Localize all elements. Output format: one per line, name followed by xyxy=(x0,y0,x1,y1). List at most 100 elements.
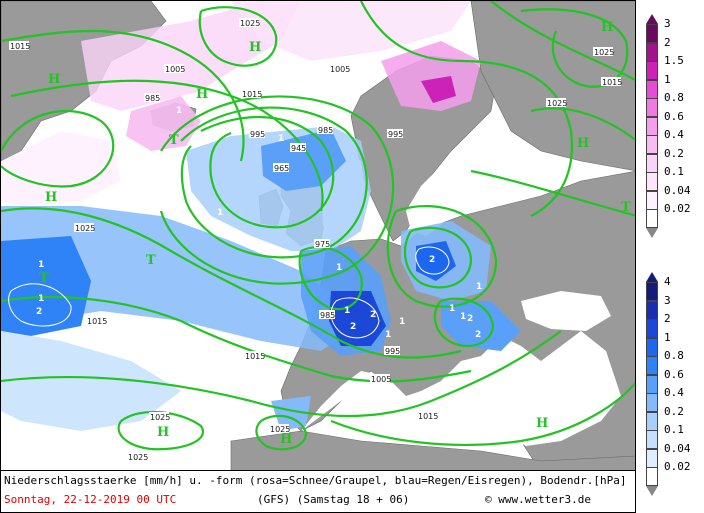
scale-tick-label: 1 xyxy=(664,330,671,344)
scale-bottom-arrow xyxy=(646,485,658,496)
baltic-sea xyxy=(406,166,456,236)
scale-swatch xyxy=(646,337,658,357)
pressure-label: 1015 xyxy=(602,78,622,87)
isobar-line xyxy=(433,297,495,348)
snow-area-scandinavia xyxy=(381,41,481,111)
scale-tick-label: 3 xyxy=(664,17,671,30)
isobar-line xyxy=(200,116,335,229)
intensity-mark: 2 xyxy=(467,314,473,324)
rain-area-atlantic xyxy=(1,206,351,351)
scale-swatch xyxy=(646,374,658,394)
rain-area-balkans xyxy=(441,301,521,351)
snow-area-lapland xyxy=(421,76,456,103)
isobar-line xyxy=(1,29,245,162)
scale-top-arrow xyxy=(646,14,658,24)
isobar-line xyxy=(404,226,473,289)
pressure-label: 1025 xyxy=(594,48,614,57)
pressure-label: 1005 xyxy=(330,65,350,74)
high-center: H xyxy=(45,190,57,205)
scale-swatch xyxy=(646,430,658,449)
intensity-mark: 2 xyxy=(429,255,435,265)
scale-tick-label: 0.1 xyxy=(664,423,684,436)
pressure-label: 1025 xyxy=(128,453,148,462)
pressure-label: 975 xyxy=(315,240,330,249)
pressure-label: 1015 xyxy=(87,317,107,326)
high-center: H xyxy=(280,432,292,447)
pressure-label: 985 xyxy=(145,94,160,103)
isobar-line xyxy=(490,1,635,82)
pressure-label: 1015 xyxy=(242,90,262,99)
scale-swatch xyxy=(646,116,658,136)
intensity-mark: 2 xyxy=(475,330,481,340)
scale-tick-label: 1.5 xyxy=(664,54,684,67)
scale-tick-label: 0.02 xyxy=(664,202,691,215)
scale-swatch xyxy=(646,467,658,486)
isobar-line xyxy=(198,6,278,67)
scale-tick-label: 2 xyxy=(664,35,671,49)
pressure-label: 965 xyxy=(274,164,289,173)
intensity-mark: 1 xyxy=(278,134,284,144)
rain-area-central-core xyxy=(416,241,456,281)
high-center: H xyxy=(48,72,60,87)
scale-tick-label: 0.8 xyxy=(664,91,684,104)
scale-swatch xyxy=(646,42,658,62)
caption-date: Sonntag, 22-12-2019 00 UTC xyxy=(4,493,177,506)
pressure-label: 945 xyxy=(291,144,306,153)
scale-swatch xyxy=(646,61,658,80)
precip-contour xyxy=(8,283,72,327)
scale-swatch xyxy=(646,393,658,412)
isobar-line xyxy=(470,169,635,217)
scale-top-arrow xyxy=(646,272,658,282)
snow-area-iceland xyxy=(126,96,201,151)
caption-credit: © www.wetter3.de xyxy=(485,493,591,506)
scale-swatch xyxy=(646,319,658,338)
rain-area-uk-core xyxy=(261,129,346,191)
scale-swatch xyxy=(646,135,658,154)
rain-precipitation xyxy=(1,126,521,431)
intensity-markers: 1 1 2 1 1 1 2 2 1 1 2 1 1 1 2 2 1 1 xyxy=(36,106,482,340)
caption-description: Niederschlagsstaerke [mm/h] u. -form (ro… xyxy=(4,474,627,487)
isobar-line xyxy=(386,204,498,308)
isobar-line xyxy=(1,109,115,188)
rain-area-atlantic-light xyxy=(1,331,181,431)
isobar-line xyxy=(1,330,562,418)
scale-swatch xyxy=(646,282,658,301)
isobar-line xyxy=(180,106,368,259)
intensity-mark: 1 xyxy=(176,106,182,116)
pressure-label: 1025 xyxy=(270,425,290,434)
intensity-mark: 1 xyxy=(336,263,342,273)
pressure-label: 1015 xyxy=(418,412,438,421)
intensity-mark: 2 xyxy=(350,322,356,332)
pressure-label: 1025 xyxy=(240,19,260,28)
high-center: H xyxy=(196,87,208,102)
scale-tick-label: 0.8 xyxy=(664,349,684,362)
scale-tick-label: 3 xyxy=(664,293,671,307)
pressure-centers: H H H H H H H H H T T T T xyxy=(39,20,631,447)
intensity-mark: 1 xyxy=(217,208,223,218)
isobar-line xyxy=(1,207,462,359)
scale-tick-label: 0.04 xyxy=(664,441,691,455)
weather-map: 1015 1025 1005 985 1015 1005 995 985 945… xyxy=(0,0,636,471)
pressure-label: 1015 xyxy=(10,42,30,51)
scale-tick-label: 0.02 xyxy=(664,460,691,473)
scale-tick-label: 0.04 xyxy=(664,183,691,197)
high-center: H xyxy=(536,416,548,431)
high-center: H xyxy=(601,20,613,35)
scale-swatch xyxy=(646,24,658,43)
caption-model: (GFS) (Samstag 18 + 06) xyxy=(257,493,410,506)
high-center: H xyxy=(249,40,261,55)
pressure-label: 1025 xyxy=(150,413,170,422)
scale-tick-label: 1 xyxy=(664,72,671,86)
intensity-mark: 1 xyxy=(449,304,455,314)
pressure-labels: 1015 1025 1005 985 1015 1005 995 985 945… xyxy=(9,18,622,462)
scale-tick-label: 4 xyxy=(664,275,671,288)
scale-tick-label: 0.1 xyxy=(664,165,684,178)
pressure-label: 1015 xyxy=(245,352,265,361)
africa-land xyxy=(230,430,635,470)
scale-swatch xyxy=(646,98,658,117)
map-canvas: 1015 1025 1005 985 1015 1005 995 985 945… xyxy=(1,1,635,470)
pressure-label: 1025 xyxy=(75,224,95,233)
high-center: H xyxy=(157,425,169,440)
rain-area-france-core xyxy=(329,291,386,346)
isobar-line xyxy=(10,79,324,212)
